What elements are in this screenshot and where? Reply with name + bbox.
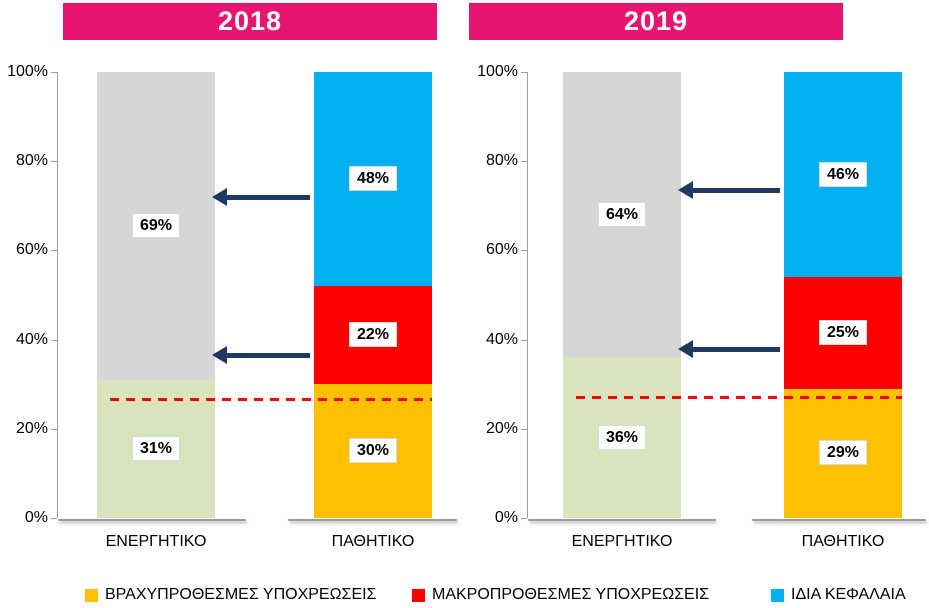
y-axis-tick-label: 60% <box>15 241 48 259</box>
y-axis-tick-label: 20% <box>485 419 518 437</box>
x-axis-line <box>288 519 457 521</box>
arrow-head-icon <box>678 181 693 200</box>
x-axis-line <box>58 519 246 521</box>
y-axis-tick <box>521 72 527 73</box>
y-axis-tick <box>51 428 57 430</box>
y-axis-tick-label: 80% <box>485 152 518 170</box>
arrow-shaft <box>226 353 310 359</box>
category-label: ΕΝΕΡΓΗΤΙΚΟ <box>571 533 673 550</box>
data-label: 22% <box>348 322 398 348</box>
chart-title-2019: 2019 <box>469 3 843 40</box>
legend-label-short-term: ΒΡΑΧΥΠΡΟΘΕΣΜΕΣ ΥΠΟΧΡΕΩΣΕΙΣ <box>105 586 377 603</box>
data-label: 25% <box>818 319 868 345</box>
dashed-threshold-line <box>110 397 432 401</box>
y-axis-tick <box>51 339 57 341</box>
legend: ΒΡΑΧΥΠΡΟΘΕΣΜΕΣ ΥΠΟΧΡΕΩΣΕΙΣ ΜΑΚΡΟΠΡΟΘΕΣΜΕ… <box>0 585 929 608</box>
y-axis-tick-label: 0% <box>494 509 518 526</box>
category-label: ΠΑΘΗΤΙΚΟ <box>801 533 885 550</box>
legend-swatch-equity-icon <box>771 588 784 602</box>
legend-swatch-short-term-icon <box>85 588 98 602</box>
data-label: 36% <box>597 424 647 450</box>
data-label: 46% <box>818 161 868 187</box>
arrow-shaft <box>226 194 310 200</box>
y-axis-tick-label: 100% <box>7 63 48 80</box>
arrow-head-icon <box>212 346 227 365</box>
y-axis-tick <box>521 339 527 341</box>
x-axis-line <box>752 519 926 521</box>
category-label: ΠΑΘΗΤΙΚΟ <box>331 533 415 550</box>
category-label: ΕΝΕΡΓΗΤΙΚΟ <box>105 533 207 550</box>
data-label: 29% <box>818 440 868 466</box>
y-axis-tick-label: 60% <box>485 241 518 259</box>
arrow-head-icon <box>678 339 693 358</box>
y-axis-tick <box>521 428 527 430</box>
arrow-head-icon <box>212 187 227 206</box>
y-axis-tick-label: 0% <box>24 509 48 526</box>
y-axis-tick <box>521 161 527 163</box>
legend-label-long-term: ΜΑΚΡΟΠΡΟΘΕΣΜΕΣ ΥΠΟΧΡΕΩΣΕΙΣ <box>432 586 710 603</box>
legend-label-equity: ΙΔΙΑ ΚΕΦΑΛΑΙΑ <box>791 586 906 603</box>
y-axis-tick-label: 20% <box>15 419 48 437</box>
data-label: 64% <box>597 201 647 227</box>
chart-title-2018: 2018 <box>63 3 437 40</box>
y-axis-line <box>57 72 58 518</box>
y-axis-tick <box>521 250 527 252</box>
y-axis-line <box>527 72 528 518</box>
dashed-threshold-line <box>576 395 902 399</box>
y-axis-tick <box>51 161 57 163</box>
y-axis-tick <box>51 518 57 519</box>
legend-item-long-term-liabilities: ΜΑΚΡΟΠΡΟΘΕΣΜΕΣ ΥΠΟΧΡΕΩΣΕΙΣ <box>412 585 709 605</box>
data-label: 48% <box>348 166 398 192</box>
arrow-shaft <box>692 346 780 352</box>
y-axis-tick <box>521 518 527 519</box>
y-axis-tick <box>51 72 57 73</box>
legend-item-equity: ΙΔΙΑ ΚΕΦΑΛΑΙΑ <box>771 585 906 605</box>
arrow-shaft <box>692 188 780 194</box>
data-label: 30% <box>348 438 398 464</box>
y-axis-tick-label: 100% <box>477 63 518 80</box>
y-axis-tick <box>51 250 57 252</box>
x-axis-line <box>528 519 716 521</box>
y-axis-tick-label: 40% <box>485 330 518 348</box>
y-axis-tick-label: 40% <box>15 330 48 348</box>
legend-swatch-long-term-icon <box>412 588 425 602</box>
legend-item-short-term-liabilities: ΒΡΑΧΥΠΡΟΘΕΣΜΕΣ ΥΠΟΧΡΕΩΣΕΙΣ <box>85 585 376 605</box>
data-label: 31% <box>131 435 181 461</box>
data-label: 69% <box>131 212 181 238</box>
y-axis-tick-label: 80% <box>15 152 48 170</box>
